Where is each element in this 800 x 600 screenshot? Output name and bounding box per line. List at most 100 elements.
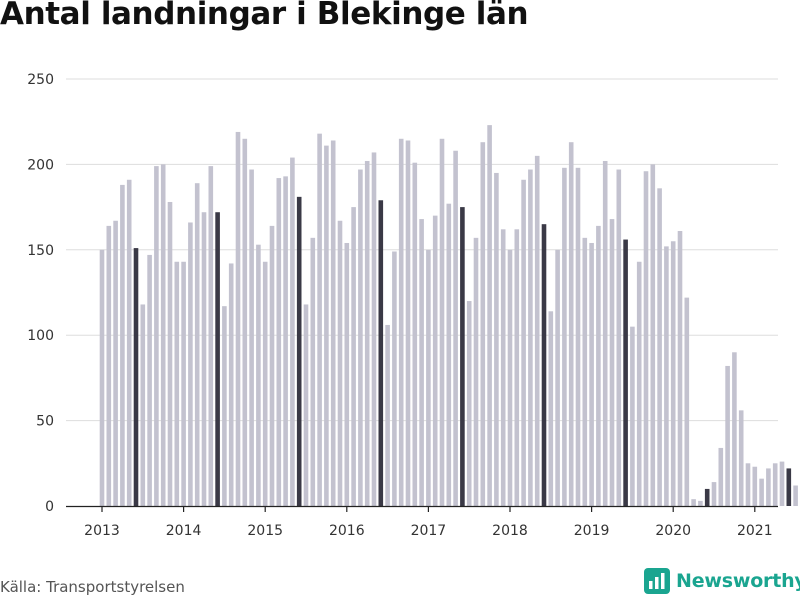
bar: [126, 179, 132, 506]
bar: [330, 140, 336, 507]
x-tick-label: 2017: [411, 523, 447, 539]
bar: [555, 249, 560, 507]
bar: [371, 152, 377, 506]
bar: [507, 249, 513, 507]
bar: [113, 220, 118, 506]
bar: [759, 478, 764, 506]
bar: [453, 150, 458, 507]
bar: [596, 225, 601, 506]
y-tick-label: 250: [27, 72, 54, 88]
bar: [160, 164, 166, 506]
y-tick-label: 50: [36, 414, 54, 430]
bar: [167, 201, 173, 507]
bar: [732, 352, 737, 506]
bar: [562, 167, 567, 506]
bar: [534, 155, 540, 507]
bar: [432, 215, 438, 506]
bar: [392, 251, 397, 506]
bar: [439, 138, 445, 506]
bar: [269, 225, 275, 506]
bar: [630, 326, 635, 506]
bar: [147, 254, 152, 506]
bar: [276, 178, 282, 506]
bar: [609, 219, 615, 506]
bar: [636, 261, 642, 506]
bar: [133, 248, 139, 506]
bar: [521, 179, 526, 506]
bar: [181, 261, 186, 506]
bar: [426, 249, 431, 507]
x-tick-label: 2019: [574, 523, 610, 539]
bar: [296, 196, 302, 506]
y-axis-ticks: 0 50 100 150 200 250: [27, 72, 54, 515]
bar: [194, 183, 200, 506]
bar: [201, 212, 207, 506]
bar: [446, 203, 452, 506]
bar: [670, 241, 676, 506]
bar: [616, 169, 622, 506]
bar: [738, 410, 744, 506]
x-tick-label: 2015: [247, 523, 283, 539]
bar: [602, 160, 608, 507]
bar: [548, 311, 554, 506]
x-tick-label: 2016: [329, 523, 365, 539]
bar: [704, 488, 710, 506]
bar: [310, 237, 316, 506]
x-tick-label: 2018: [492, 523, 528, 539]
bar: [473, 237, 479, 506]
source-note: Källa: Transportstyrelsen: [0, 578, 185, 596]
bar: [500, 229, 506, 507]
bar: [174, 261, 180, 506]
bar: [283, 176, 288, 507]
bar: [691, 499, 696, 506]
bar: [772, 463, 778, 506]
bar: [228, 263, 234, 506]
x-tick-label: 2014: [166, 523, 202, 539]
bar: [745, 463, 751, 506]
bar: [466, 301, 472, 506]
bar: [242, 138, 248, 506]
bar: [657, 188, 662, 506]
bar: [303, 304, 309, 506]
chart-title: Antal landningar i Blekinge län: [0, 0, 529, 32]
bar: [684, 297, 690, 506]
bar: [514, 229, 520, 507]
bar: [718, 447, 724, 506]
bar: [324, 145, 329, 507]
bar: [541, 224, 547, 506]
bar: [480, 142, 486, 506]
bar: [344, 242, 350, 506]
bar: [460, 207, 465, 506]
bar: [405, 140, 411, 507]
bar: [351, 207, 356, 506]
bar: [120, 184, 125, 506]
bar: [494, 172, 499, 506]
bar: [752, 466, 758, 506]
bar: [262, 261, 268, 506]
bar: [385, 324, 390, 506]
bar: [582, 237, 588, 506]
y-tick-label: 200: [27, 157, 54, 173]
bar: [99, 249, 105, 507]
bar: [650, 164, 656, 506]
x-tick-label: 2020: [655, 523, 691, 539]
bar: [215, 212, 220, 506]
brand-logo: Newsworthy: [644, 568, 800, 594]
bar: [256, 244, 261, 506]
bar: [208, 166, 214, 507]
bars: [99, 125, 798, 507]
x-axis-ticks: 2013201420152016201720182019202020212022: [84, 506, 773, 539]
bar-chart: 0 50 100 150 200 250 2013 2014 2015 2016 2017 2018…: [27, 72, 798, 539]
bar: [786, 468, 792, 506]
bar: [235, 131, 241, 506]
bar: [412, 162, 418, 506]
bar: [487, 125, 492, 507]
brand-name: Newsworthy: [676, 570, 800, 592]
bar: [337, 220, 343, 506]
bar: [568, 142, 574, 506]
y-tick-label: 100: [27, 328, 54, 344]
bar: [364, 160, 370, 507]
bar: [575, 167, 581, 506]
x-tick-label: 2021: [737, 523, 773, 539]
x-tick-label: 2013: [84, 523, 120, 539]
